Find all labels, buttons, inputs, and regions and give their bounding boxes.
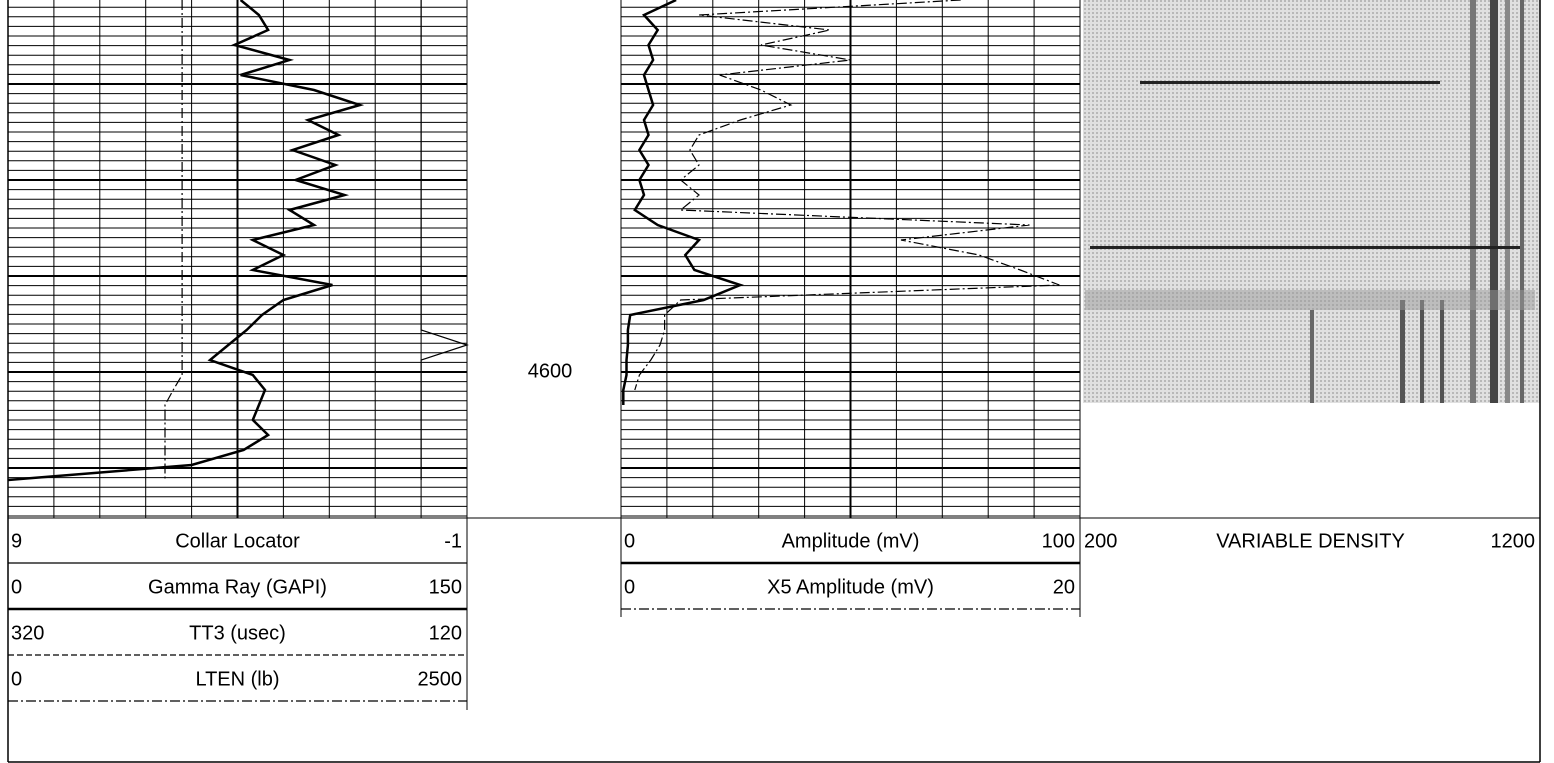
vdl-image <box>1083 0 1540 403</box>
scale-left: 320 <box>11 622 44 644</box>
scale-right: 20 <box>1053 576 1075 598</box>
log-curve <box>634 0 1060 391</box>
curve-name: Collar Locator <box>175 530 300 552</box>
frame <box>7 0 1541 763</box>
curve-name: X5 Amplitude (mV) <box>767 576 934 598</box>
scale-right: 100 <box>1042 530 1075 552</box>
scale-left: 0 <box>11 576 22 598</box>
scale-left: 9 <box>11 530 22 552</box>
curve-name: TT3 (usec) <box>189 622 286 644</box>
scale-left: 0 <box>11 668 22 690</box>
log-curve <box>164 0 183 480</box>
scale-right: 150 <box>429 576 462 598</box>
curve-name: Gamma Ray (GAPI) <box>148 576 327 598</box>
curve-name: VARIABLE DENSITY <box>1216 530 1405 552</box>
depth-label: 4600 <box>528 360 573 382</box>
scale-left: 0 <box>624 576 635 598</box>
scale-right: 1200 <box>1491 530 1536 552</box>
log-curve <box>622 0 744 405</box>
scale-left: 0 <box>624 530 635 552</box>
curve-name: Amplitude (mV) <box>782 530 920 552</box>
scale-right: 2500 <box>418 668 463 690</box>
scale-right: -1 <box>444 530 462 552</box>
curve-name: LTEN (lb) <box>195 668 279 690</box>
log-curve <box>420 0 469 480</box>
grid <box>7 0 1081 518</box>
scale-right: 120 <box>429 622 462 644</box>
curves <box>7 0 1060 482</box>
log-curve <box>7 0 365 482</box>
scale-left: 200 <box>1084 530 1117 552</box>
